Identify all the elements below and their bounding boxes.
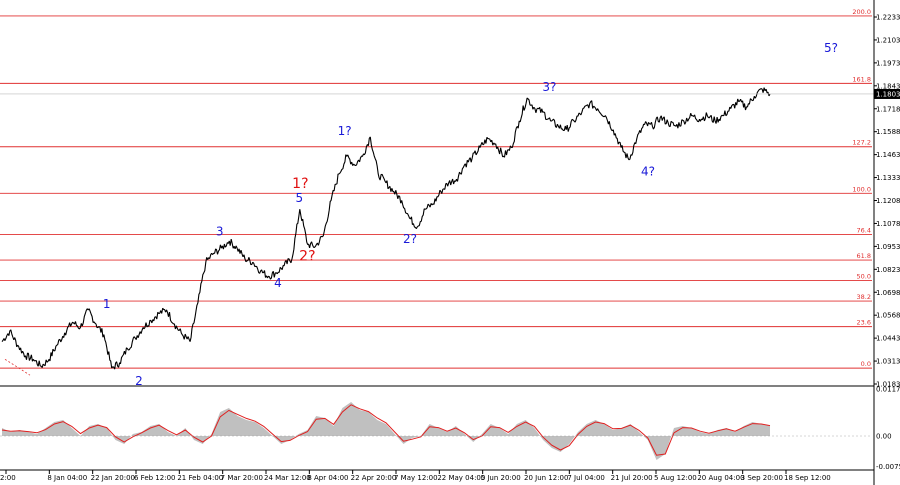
fib-level-label: 23.6 <box>857 319 871 327</box>
price-tick-label: 1.0183 <box>876 381 900 389</box>
fib-level-label: 50.0 <box>857 273 871 281</box>
time-tick-label: 6 Feb 12:00 <box>134 474 175 482</box>
time-tick-label: 8 Apr 04:00 <box>307 474 348 482</box>
wave-label: 2? <box>403 232 417 246</box>
time-tick-label: 21 Jul 20:00 <box>611 474 653 482</box>
price-tick-label: 1.0953 <box>876 243 900 251</box>
price-tick-label: 1.0313 <box>876 358 900 366</box>
price-tick-label: 1.0823 <box>876 266 900 274</box>
time-tick-label: 20 Jun 12:00 <box>524 474 568 482</box>
price-line <box>1 87 771 370</box>
fibonacci-levels: 200.0161.8127.2100.076.461.850.038.223.6… <box>0 8 872 369</box>
time-tick-label: 8 Jan 04:00 <box>47 474 87 482</box>
time-tick-label: 5 Aug 12:00 <box>654 474 697 482</box>
trend-dash <box>4 358 31 376</box>
time-tick-label: 2:00 <box>0 474 16 482</box>
oscillator-tick-label: 0.00 <box>876 433 892 441</box>
oscillator-signal-line <box>1 404 771 456</box>
current-price-box <box>874 88 900 99</box>
time-tick-label: 21 Feb 04:00 <box>177 474 223 482</box>
price-tick-label: 1.0443 <box>876 335 900 343</box>
wave-label: 4? <box>641 165 655 179</box>
time-tick-label: 22 May 04:00 <box>437 474 485 482</box>
wave-label: 1? <box>292 176 308 192</box>
current-price-label: 1.1803 <box>876 90 900 98</box>
fib-level-label: 0.0 <box>861 360 871 368</box>
price-tick-label: 1.0568 <box>876 312 900 320</box>
wave-label: 2? <box>299 248 315 264</box>
time-tick-label: 18 Sep 12:00 <box>784 474 831 482</box>
price-tick-label: 1.2233 <box>876 14 900 22</box>
wave-label: 2 <box>135 374 143 388</box>
oscillator-tick-label: -0.00759 <box>876 463 900 471</box>
wave-label: 3? <box>542 80 556 94</box>
price-tick-label: 1.1208 <box>876 197 900 205</box>
time-tick-label: 3 Sep 20:00 <box>741 474 783 482</box>
price-tick-label: 1.1078 <box>876 220 900 228</box>
fib-level-label: 61.8 <box>857 252 871 260</box>
price-tick-label: 1.1463 <box>876 151 900 159</box>
fib-level-label: 200.0 <box>852 8 871 16</box>
time-tick-label: 20 Aug 04:00 <box>697 474 744 482</box>
wave-label: 5? <box>824 41 838 55</box>
fib-level-label: 76.4 <box>857 226 871 234</box>
fib-level-label: 100.0 <box>852 185 871 193</box>
time-tick-label: 22 Jan 20:00 <box>91 474 135 482</box>
oscillator-panel <box>0 402 872 460</box>
time-tick-label: 7 Mar 20:00 <box>221 474 263 482</box>
fib-level-label: 161.8 <box>852 75 871 83</box>
wave-label: 5 <box>296 191 304 205</box>
price-series <box>0 87 874 376</box>
wave-label: 1? <box>338 124 352 138</box>
price-tick-label: 1.1718 <box>876 105 900 113</box>
price-tick-label: 1.1973 <box>876 59 900 67</box>
wave-label: 4 <box>274 276 282 290</box>
time-tick-label: 24 Mar 12:00 <box>264 474 311 482</box>
wave-label: 3 <box>216 225 224 239</box>
time-tick-label: 7 Jul 04:00 <box>567 474 605 482</box>
wave-label: 1 <box>103 297 111 311</box>
time-tick-label: 22 Apr 20:00 <box>351 474 397 482</box>
fib-level-label: 127.2 <box>852 139 871 147</box>
oscillator-tick-label: 0.01174 <box>876 386 900 394</box>
price-tick-label: 1.1333 <box>876 174 900 182</box>
oscillator-histogram <box>2 402 770 460</box>
fib-level-label: 38.2 <box>857 293 871 301</box>
price-tick-label: 1.2103 <box>876 36 900 44</box>
price-tick-label: 1.0698 <box>876 289 900 297</box>
price-tick-label: 1.1588 <box>876 128 900 136</box>
time-tick-label: 7 May 12:00 <box>394 474 438 482</box>
time-tick-label: 5 Jun 20:00 <box>481 474 521 482</box>
price-tick-label: 1.1843 <box>876 82 900 90</box>
